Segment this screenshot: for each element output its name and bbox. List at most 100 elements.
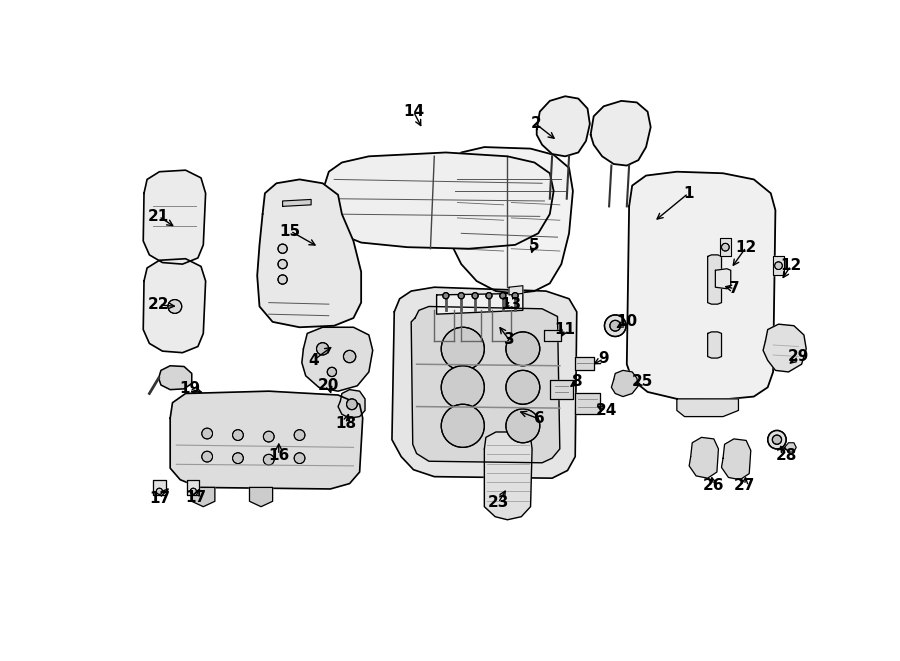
Polygon shape bbox=[575, 356, 594, 370]
Circle shape bbox=[264, 454, 274, 465]
Circle shape bbox=[443, 293, 449, 299]
Polygon shape bbox=[509, 286, 523, 295]
Polygon shape bbox=[321, 153, 554, 249]
Text: 12: 12 bbox=[735, 240, 757, 254]
Circle shape bbox=[506, 332, 540, 366]
Text: 20: 20 bbox=[318, 378, 339, 393]
Polygon shape bbox=[689, 438, 718, 478]
Text: 13: 13 bbox=[500, 297, 522, 311]
Polygon shape bbox=[720, 238, 731, 256]
Polygon shape bbox=[187, 480, 200, 495]
Polygon shape bbox=[158, 366, 192, 389]
Text: 19: 19 bbox=[179, 381, 200, 397]
Circle shape bbox=[768, 430, 787, 449]
Text: 12: 12 bbox=[780, 258, 801, 273]
Circle shape bbox=[506, 409, 540, 443]
Polygon shape bbox=[544, 330, 562, 341]
Polygon shape bbox=[338, 389, 365, 418]
Circle shape bbox=[294, 453, 305, 463]
Text: 2: 2 bbox=[531, 116, 541, 132]
Text: 15: 15 bbox=[280, 223, 301, 239]
Circle shape bbox=[458, 293, 464, 299]
Text: 1: 1 bbox=[683, 186, 694, 201]
Circle shape bbox=[264, 431, 274, 442]
Circle shape bbox=[441, 366, 484, 409]
Text: 28: 28 bbox=[776, 447, 796, 463]
Text: 4: 4 bbox=[308, 353, 319, 368]
Polygon shape bbox=[392, 288, 577, 478]
Polygon shape bbox=[707, 332, 722, 358]
Text: 7: 7 bbox=[729, 282, 740, 296]
Circle shape bbox=[190, 488, 196, 494]
Polygon shape bbox=[170, 391, 363, 489]
Circle shape bbox=[506, 370, 540, 405]
Text: 22: 22 bbox=[148, 297, 169, 313]
Text: 29: 29 bbox=[788, 349, 809, 364]
Circle shape bbox=[232, 453, 243, 463]
Text: 9: 9 bbox=[598, 352, 609, 366]
Polygon shape bbox=[192, 487, 215, 507]
Circle shape bbox=[278, 244, 287, 253]
Polygon shape bbox=[445, 147, 573, 293]
Polygon shape bbox=[550, 379, 573, 399]
Circle shape bbox=[328, 368, 337, 377]
Text: 11: 11 bbox=[554, 322, 576, 337]
Text: 10: 10 bbox=[616, 315, 637, 329]
Circle shape bbox=[486, 293, 492, 299]
Text: 23: 23 bbox=[488, 495, 508, 510]
Text: 18: 18 bbox=[335, 416, 356, 431]
Circle shape bbox=[202, 451, 212, 462]
Text: 6: 6 bbox=[534, 411, 544, 426]
Polygon shape bbox=[249, 487, 273, 507]
Polygon shape bbox=[716, 269, 731, 289]
Polygon shape bbox=[536, 97, 590, 156]
Circle shape bbox=[605, 315, 626, 336]
Text: 17: 17 bbox=[148, 490, 170, 506]
Circle shape bbox=[168, 299, 182, 313]
Circle shape bbox=[722, 243, 729, 251]
Circle shape bbox=[344, 350, 356, 363]
Text: 14: 14 bbox=[403, 104, 424, 119]
Polygon shape bbox=[257, 179, 361, 327]
Polygon shape bbox=[484, 432, 532, 520]
Polygon shape bbox=[763, 324, 806, 372]
Circle shape bbox=[157, 488, 163, 494]
Circle shape bbox=[317, 342, 328, 355]
Circle shape bbox=[232, 430, 243, 440]
Polygon shape bbox=[707, 255, 722, 304]
Polygon shape bbox=[153, 480, 166, 495]
Polygon shape bbox=[283, 200, 311, 206]
Polygon shape bbox=[575, 393, 599, 414]
Polygon shape bbox=[411, 307, 560, 463]
Polygon shape bbox=[143, 170, 205, 264]
Text: 16: 16 bbox=[268, 447, 290, 463]
Polygon shape bbox=[785, 443, 796, 452]
Circle shape bbox=[472, 293, 478, 299]
Circle shape bbox=[441, 327, 484, 370]
Circle shape bbox=[278, 260, 287, 269]
Text: 21: 21 bbox=[148, 209, 169, 224]
Circle shape bbox=[441, 405, 484, 447]
Text: 3: 3 bbox=[504, 332, 514, 347]
Text: 27: 27 bbox=[734, 478, 755, 492]
Polygon shape bbox=[302, 327, 373, 391]
Circle shape bbox=[775, 262, 782, 270]
Text: 26: 26 bbox=[703, 478, 724, 492]
Polygon shape bbox=[626, 172, 776, 400]
Text: 5: 5 bbox=[528, 238, 539, 253]
Polygon shape bbox=[677, 399, 738, 416]
Text: 8: 8 bbox=[572, 374, 582, 389]
Circle shape bbox=[278, 275, 287, 284]
Polygon shape bbox=[773, 256, 784, 275]
Circle shape bbox=[512, 293, 518, 299]
Circle shape bbox=[500, 293, 506, 299]
Polygon shape bbox=[436, 293, 523, 314]
Text: 24: 24 bbox=[595, 403, 616, 418]
Polygon shape bbox=[722, 439, 751, 480]
Text: 17: 17 bbox=[185, 490, 206, 505]
Polygon shape bbox=[611, 370, 638, 397]
Polygon shape bbox=[143, 258, 205, 353]
Text: 25: 25 bbox=[632, 374, 652, 389]
Polygon shape bbox=[590, 101, 651, 165]
Circle shape bbox=[346, 399, 357, 410]
